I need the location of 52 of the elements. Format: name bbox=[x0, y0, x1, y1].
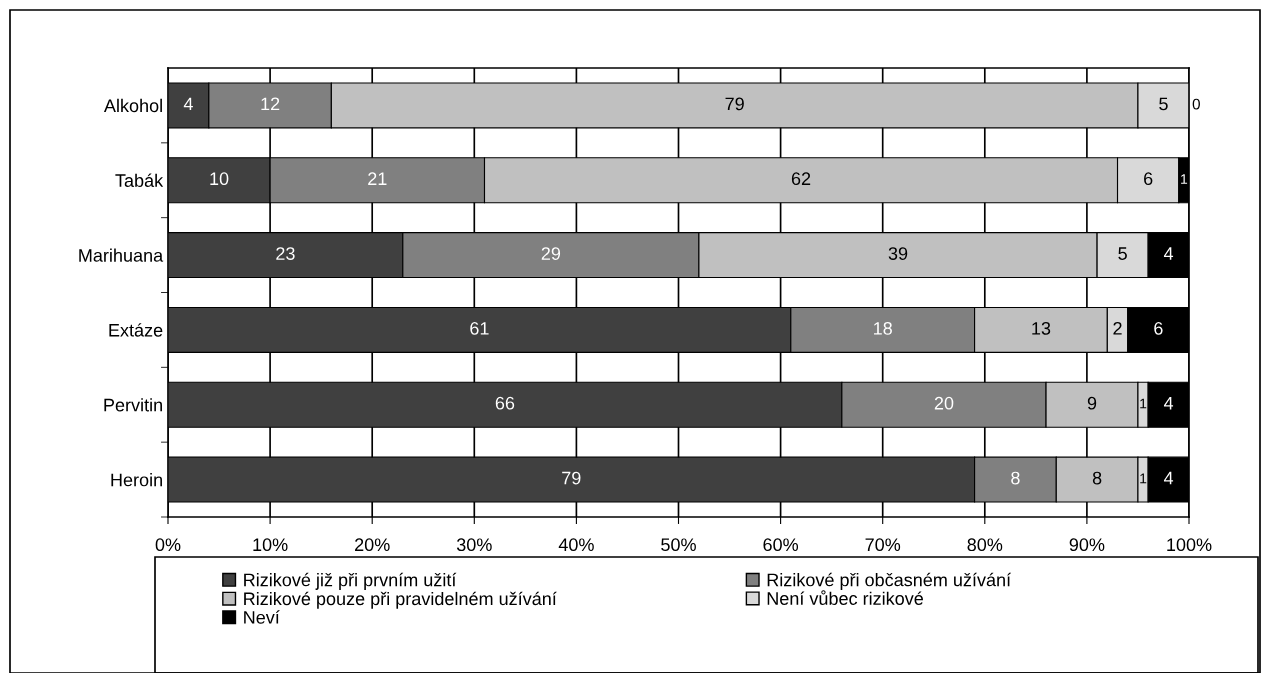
data-label: 8 bbox=[1011, 471, 1020, 485]
x-tick-label: 10% bbox=[253, 538, 288, 552]
data-label: 39 bbox=[888, 247, 908, 260]
x-tick-label: 60% bbox=[763, 538, 799, 552]
x-tick-label: 80% bbox=[967, 538, 1003, 552]
data-label: 1 bbox=[1140, 473, 1147, 484]
y-tick-label: Heroin bbox=[111, 473, 162, 487]
x-tick-label: 90% bbox=[1069, 538, 1105, 552]
y-tick-label: Pervitin bbox=[104, 398, 162, 412]
data-label: 5 bbox=[1159, 97, 1168, 111]
x-tick-label: 20% bbox=[355, 538, 390, 552]
y-tick-label: Tabák bbox=[115, 173, 164, 187]
data-label: 13 bbox=[1032, 321, 1051, 335]
data-label: 2 bbox=[1113, 321, 1122, 335]
legend-label: Neví bbox=[244, 610, 280, 624]
legend-label: Rizikové pouze při pravidelném užívání bbox=[244, 591, 557, 609]
legend-label: Není vůbec rizikové bbox=[767, 590, 923, 605]
y-tick-label: Alkohol bbox=[103, 98, 162, 113]
data-label: 8 bbox=[1092, 471, 1102, 485]
x-tick-label: 100% bbox=[1167, 538, 1212, 552]
data-label: 23 bbox=[276, 247, 295, 260]
data-label: 1 bbox=[1181, 174, 1188, 184]
x-tick-label: 0% bbox=[155, 538, 181, 552]
data-label: 29 bbox=[541, 247, 561, 260]
data-label: 20 bbox=[934, 396, 954, 410]
data-label: 4 bbox=[1163, 471, 1174, 485]
data-label: 4 bbox=[183, 97, 193, 111]
data-label: 62 bbox=[791, 172, 811, 186]
data-label: 4 bbox=[1163, 397, 1174, 410]
x-tick-label: 50% bbox=[661, 538, 696, 552]
data-label: 61 bbox=[470, 321, 489, 335]
data-label: 6 bbox=[1154, 321, 1163, 335]
data-label: 79 bbox=[725, 97, 744, 111]
x-tick-label: 30% bbox=[456, 538, 492, 552]
data-label: 0 bbox=[1192, 98, 1200, 110]
data-label: 12 bbox=[261, 97, 280, 111]
data-label: 6 bbox=[1144, 172, 1153, 186]
data-label: 79 bbox=[562, 471, 581, 485]
data-label: 18 bbox=[874, 321, 892, 335]
data-label: 9 bbox=[1087, 396, 1097, 410]
x-tick-label: 40% bbox=[558, 538, 594, 552]
y-tick-label: Extáze bbox=[109, 323, 163, 337]
data-label: 1 bbox=[1140, 398, 1147, 409]
legend-label: Rizikové při občasném užívání bbox=[767, 572, 1012, 590]
y-tick-label: Marihuana bbox=[79, 248, 164, 262]
data-label: 21 bbox=[368, 172, 387, 185]
data-label: 66 bbox=[495, 396, 515, 410]
data-label: 5 bbox=[1118, 247, 1127, 260]
x-tick-label: 70% bbox=[865, 538, 901, 552]
data-label: 4 bbox=[1163, 247, 1174, 260]
legend-label: Rizikové již při prvním užití bbox=[244, 572, 457, 590]
data-label: 10 bbox=[210, 172, 229, 186]
